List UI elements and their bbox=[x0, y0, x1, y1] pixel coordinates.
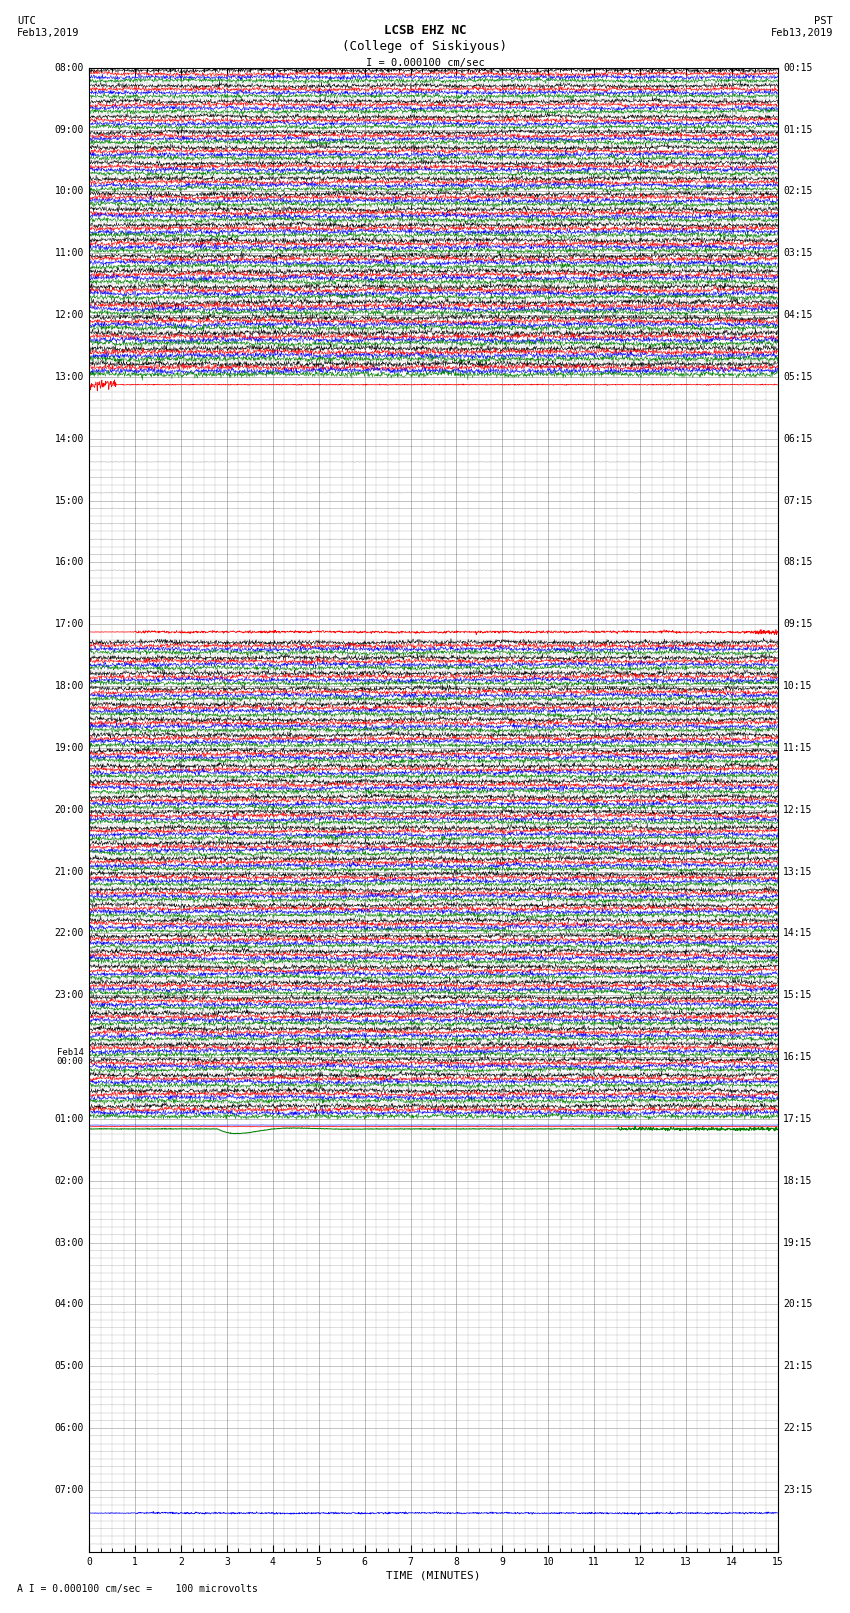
Text: 21:00: 21:00 bbox=[54, 866, 84, 876]
X-axis label: TIME (MINUTES): TIME (MINUTES) bbox=[386, 1571, 481, 1581]
Text: 23:15: 23:15 bbox=[783, 1486, 813, 1495]
Text: 04:15: 04:15 bbox=[783, 310, 813, 319]
Text: 16:15: 16:15 bbox=[783, 1052, 813, 1061]
Text: 02:00: 02:00 bbox=[54, 1176, 84, 1186]
Text: 06:00: 06:00 bbox=[54, 1423, 84, 1432]
Text: 21:15: 21:15 bbox=[783, 1361, 813, 1371]
Text: 03:15: 03:15 bbox=[783, 248, 813, 258]
Text: 20:15: 20:15 bbox=[783, 1300, 813, 1310]
Text: 15:00: 15:00 bbox=[54, 495, 84, 505]
Text: 07:00: 07:00 bbox=[54, 1486, 84, 1495]
Text: 03:00: 03:00 bbox=[54, 1237, 84, 1247]
Text: 20:00: 20:00 bbox=[54, 805, 84, 815]
Text: 10:15: 10:15 bbox=[783, 681, 813, 690]
Text: 05:00: 05:00 bbox=[54, 1361, 84, 1371]
Text: 19:00: 19:00 bbox=[54, 744, 84, 753]
Text: 16:00: 16:00 bbox=[54, 558, 84, 568]
Text: 07:15: 07:15 bbox=[783, 495, 813, 505]
Text: 13:00: 13:00 bbox=[54, 373, 84, 382]
Text: 01:00: 01:00 bbox=[54, 1115, 84, 1124]
Text: 09:00: 09:00 bbox=[54, 124, 84, 134]
Text: 10:00: 10:00 bbox=[54, 187, 84, 197]
Text: 13:15: 13:15 bbox=[783, 866, 813, 876]
Text: 01:15: 01:15 bbox=[783, 124, 813, 134]
Text: 12:00: 12:00 bbox=[54, 310, 84, 319]
Text: 00:15: 00:15 bbox=[783, 63, 813, 73]
Text: 14:15: 14:15 bbox=[783, 929, 813, 939]
Text: 22:00: 22:00 bbox=[54, 929, 84, 939]
Text: 23:00: 23:00 bbox=[54, 990, 84, 1000]
Text: 22:15: 22:15 bbox=[783, 1423, 813, 1432]
Text: 15:15: 15:15 bbox=[783, 990, 813, 1000]
Text: Feb14
00:00: Feb14 00:00 bbox=[57, 1048, 84, 1066]
Text: 17:15: 17:15 bbox=[783, 1115, 813, 1124]
Text: 19:15: 19:15 bbox=[783, 1237, 813, 1247]
Text: 12:15: 12:15 bbox=[783, 805, 813, 815]
Text: 05:15: 05:15 bbox=[783, 373, 813, 382]
Text: 11:15: 11:15 bbox=[783, 744, 813, 753]
Text: 04:00: 04:00 bbox=[54, 1300, 84, 1310]
Text: 09:15: 09:15 bbox=[783, 619, 813, 629]
Text: 14:00: 14:00 bbox=[54, 434, 84, 444]
Text: 18:15: 18:15 bbox=[783, 1176, 813, 1186]
Text: 17:00: 17:00 bbox=[54, 619, 84, 629]
Text: 11:00: 11:00 bbox=[54, 248, 84, 258]
Text: A I = 0.000100 cm/sec =    100 microvolts: A I = 0.000100 cm/sec = 100 microvolts bbox=[17, 1584, 258, 1594]
Text: PST
Feb13,2019: PST Feb13,2019 bbox=[770, 16, 833, 37]
Text: 02:15: 02:15 bbox=[783, 187, 813, 197]
Text: UTC
Feb13,2019: UTC Feb13,2019 bbox=[17, 16, 80, 37]
Text: (College of Siskiyous): (College of Siskiyous) bbox=[343, 40, 507, 53]
Text: I = 0.000100 cm/sec: I = 0.000100 cm/sec bbox=[366, 58, 484, 68]
Text: 08:15: 08:15 bbox=[783, 558, 813, 568]
Text: 18:00: 18:00 bbox=[54, 681, 84, 690]
Text: LCSB EHZ NC: LCSB EHZ NC bbox=[383, 24, 467, 37]
Text: 06:15: 06:15 bbox=[783, 434, 813, 444]
Text: 08:00: 08:00 bbox=[54, 63, 84, 73]
